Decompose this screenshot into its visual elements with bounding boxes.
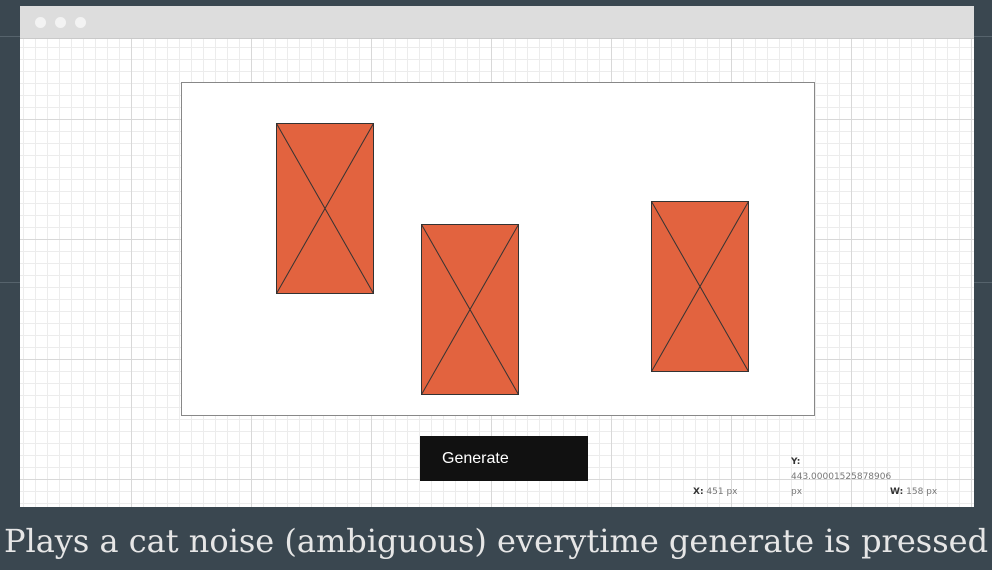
image-canvas xyxy=(181,82,815,416)
close-dot[interactable] xyxy=(35,17,46,28)
image-placeholder-3[interactable] xyxy=(651,201,749,372)
x-readout-value: 451 px xyxy=(706,487,738,497)
y-readout: Y: 443.00001525878906 px xyxy=(791,455,901,500)
generate-button[interactable]: Generate xyxy=(420,436,588,481)
w-readout-label: W: xyxy=(890,487,904,497)
image-placeholder-2[interactable] xyxy=(421,224,519,395)
w-readout-value: 158 px xyxy=(906,487,938,497)
x-readout: X: 451 px xyxy=(693,485,738,500)
placeholder-image-icon xyxy=(276,123,374,294)
minimize-dot[interactable] xyxy=(55,17,66,28)
title-bar xyxy=(20,6,974,39)
maximize-dot[interactable] xyxy=(75,17,86,28)
placeholder-image-icon xyxy=(421,224,519,395)
placeholder-image-icon xyxy=(651,201,749,372)
browser-window: Generate X: 451 px Y: 443.00001525878906… xyxy=(20,6,974,507)
y-readout-value: 443.00001525878906 xyxy=(791,472,892,482)
y-readout-label: Y: xyxy=(791,457,801,467)
x-readout-label: X: xyxy=(693,487,704,497)
y-readout-unit: px xyxy=(791,487,803,497)
w-readout: W: 158 px xyxy=(890,485,937,500)
caption-text: Plays a cat noise (ambiguous) everytime … xyxy=(3,522,989,560)
image-placeholder-1[interactable] xyxy=(276,123,374,294)
